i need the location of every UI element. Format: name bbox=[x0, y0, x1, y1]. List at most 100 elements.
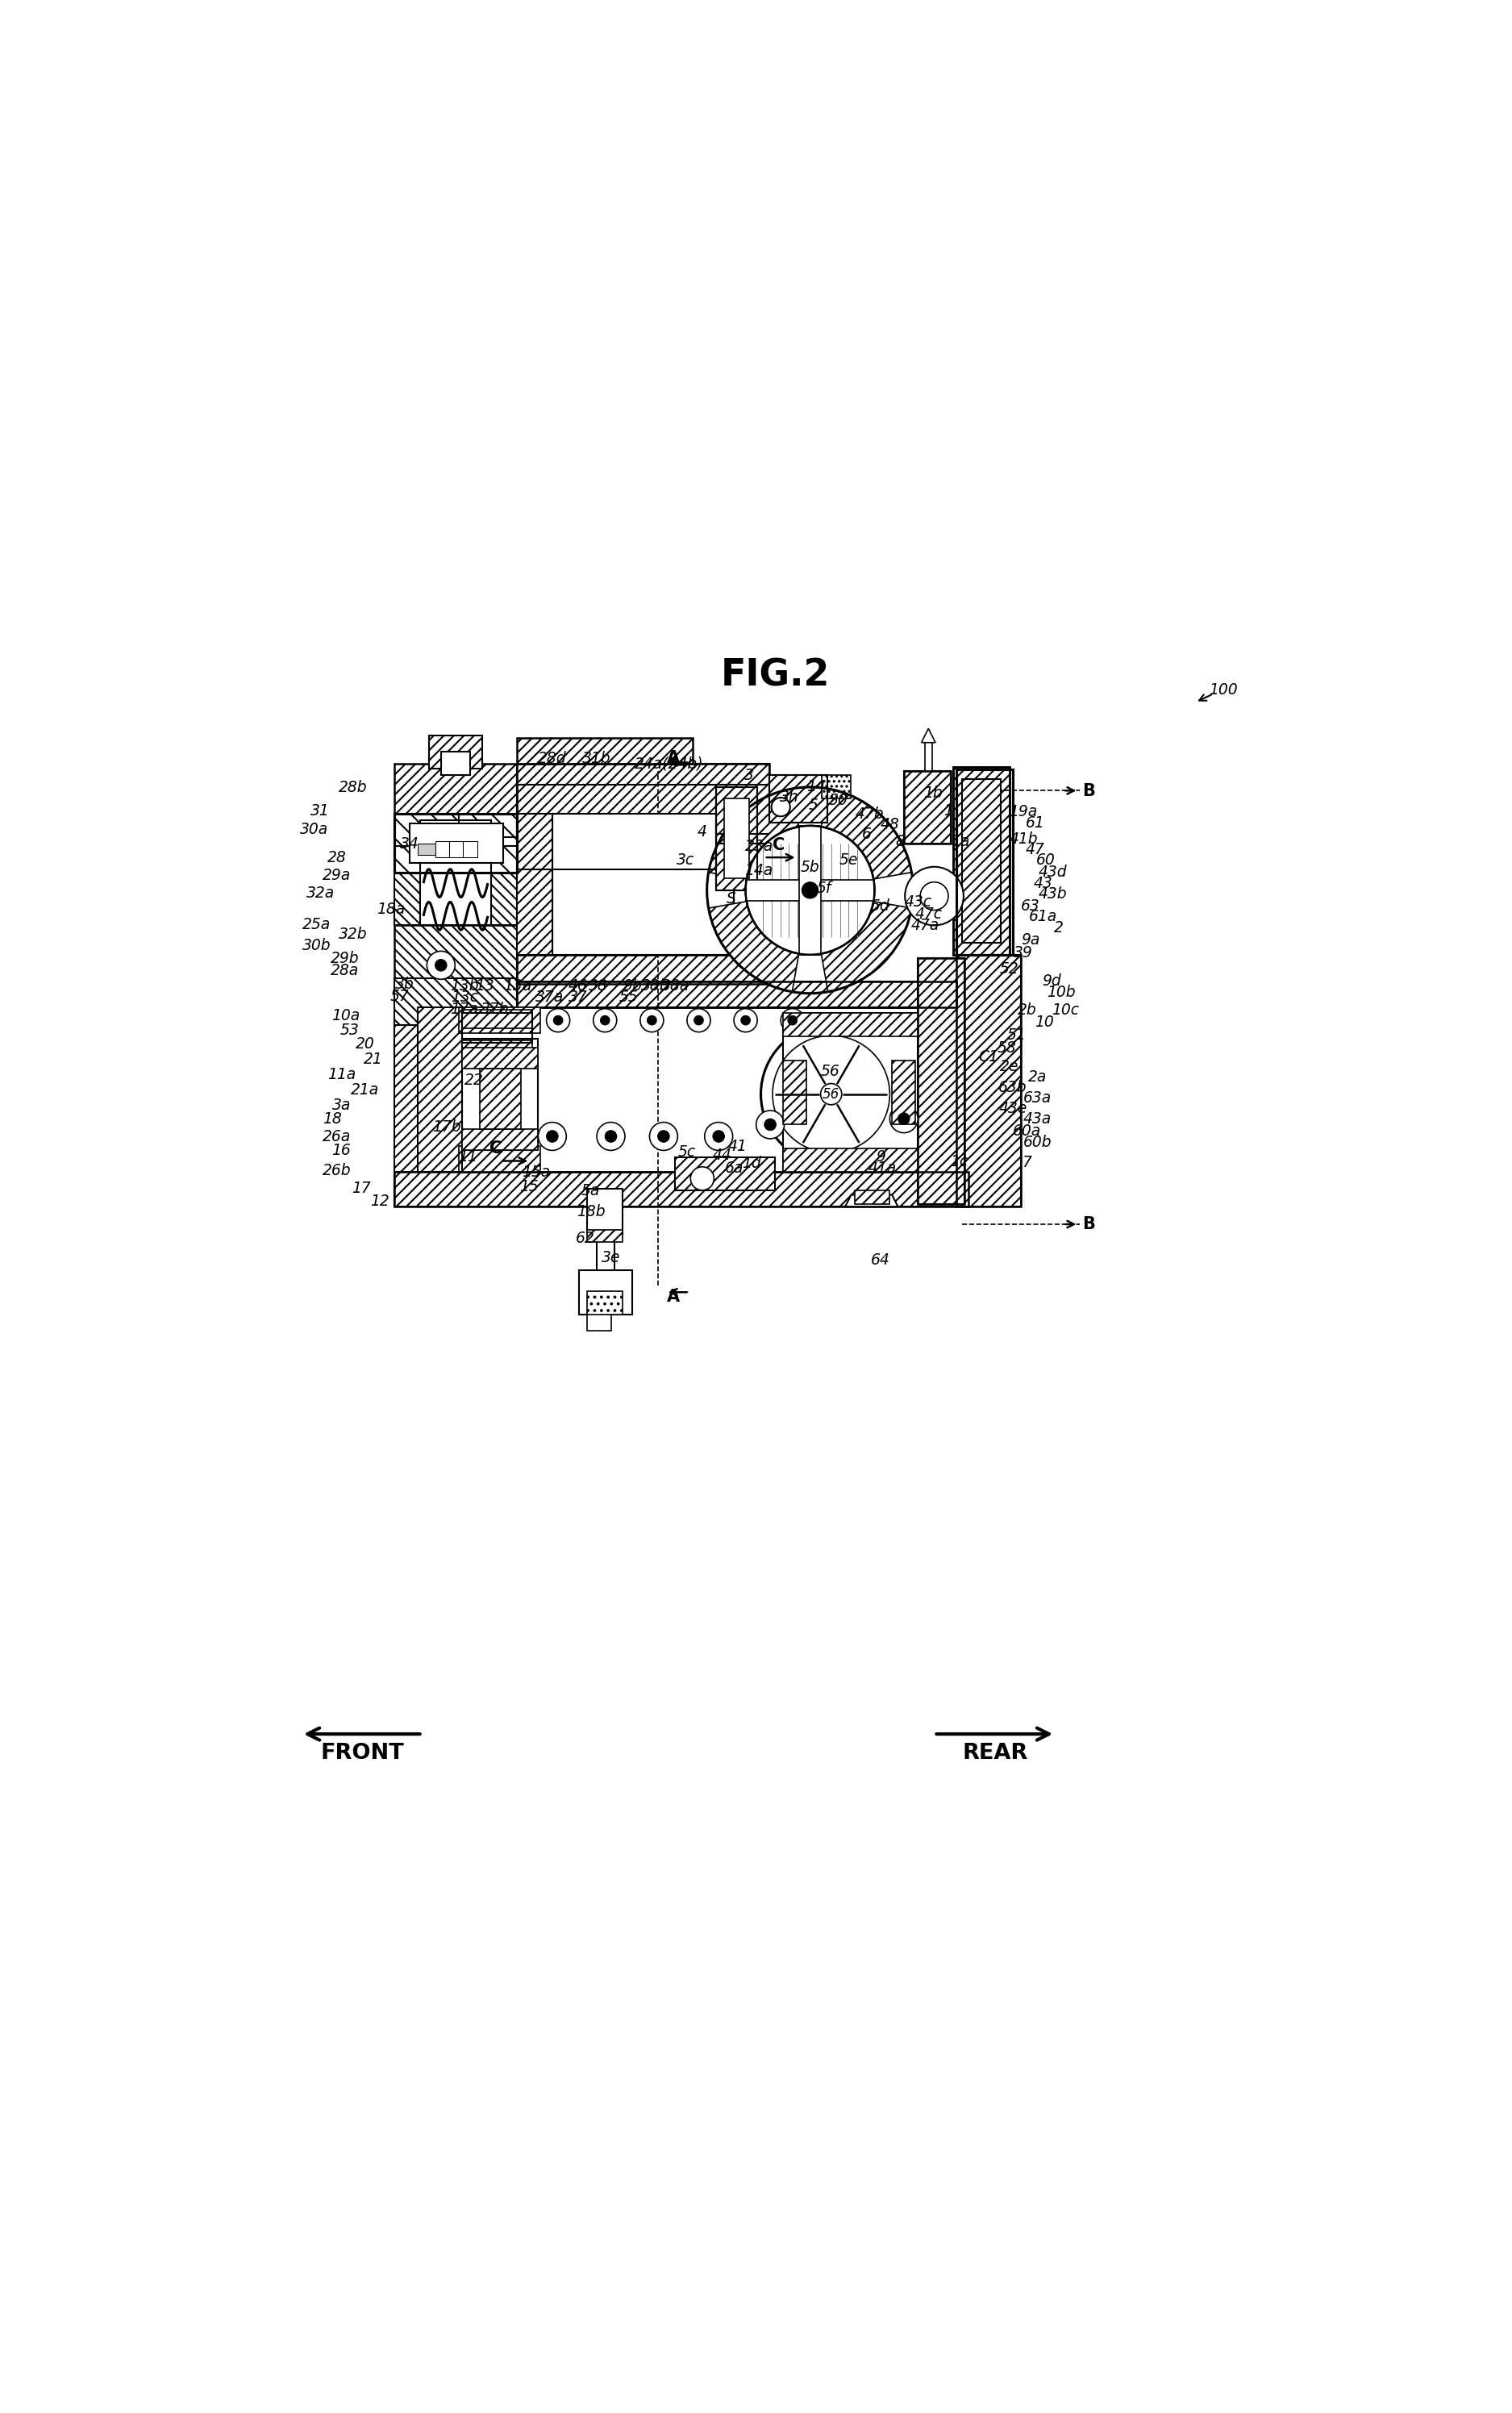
Circle shape bbox=[650, 1122, 677, 1151]
Text: 60b: 60b bbox=[1024, 1134, 1052, 1151]
Text: 38b: 38b bbox=[641, 977, 670, 994]
Bar bbox=[395, 1028, 517, 1054]
Bar bbox=[587, 1291, 623, 1315]
Bar bbox=[745, 881, 874, 900]
Text: 23a: 23a bbox=[745, 837, 774, 854]
Bar bbox=[587, 1190, 623, 1233]
Circle shape bbox=[765, 1120, 776, 1132]
Text: 43d: 43d bbox=[1039, 864, 1067, 878]
Circle shape bbox=[600, 1016, 609, 1026]
Text: FRONT: FRONT bbox=[321, 1742, 404, 1764]
Text: 60a: 60a bbox=[1013, 1122, 1042, 1139]
Circle shape bbox=[906, 866, 963, 927]
Text: 1b: 1b bbox=[924, 787, 942, 801]
Text: 10: 10 bbox=[1034, 1013, 1054, 1030]
Text: 41b: 41b bbox=[1009, 830, 1037, 847]
Text: 31b: 31b bbox=[582, 750, 611, 765]
Text: FIG.2: FIG.2 bbox=[720, 659, 830, 695]
Bar bbox=[770, 775, 827, 823]
Bar bbox=[410, 823, 503, 864]
Bar bbox=[957, 956, 1021, 1206]
Text: 29a: 29a bbox=[322, 869, 351, 883]
Text: 47b: 47b bbox=[856, 806, 885, 823]
Text: 5a: 5a bbox=[582, 1182, 600, 1199]
Bar bbox=[395, 1173, 968, 1206]
Text: 26b: 26b bbox=[322, 1163, 351, 1178]
Bar bbox=[463, 1040, 532, 1052]
Text: 43b: 43b bbox=[1039, 886, 1067, 902]
Text: 38: 38 bbox=[588, 977, 608, 994]
Circle shape bbox=[691, 1168, 714, 1190]
Wedge shape bbox=[709, 900, 800, 992]
Circle shape bbox=[921, 883, 948, 910]
Circle shape bbox=[745, 825, 874, 956]
Text: 9a: 9a bbox=[1021, 931, 1040, 948]
Bar bbox=[395, 820, 420, 927]
Bar bbox=[395, 1173, 968, 1206]
Bar bbox=[892, 1059, 916, 1124]
Circle shape bbox=[546, 1009, 570, 1033]
Text: 17a: 17a bbox=[451, 1001, 479, 1016]
Bar bbox=[517, 982, 957, 1009]
Circle shape bbox=[898, 1112, 910, 1124]
Bar bbox=[953, 767, 1010, 956]
Text: 31: 31 bbox=[310, 804, 330, 818]
Circle shape bbox=[889, 1105, 918, 1134]
Wedge shape bbox=[820, 900, 912, 992]
Text: 3a: 3a bbox=[333, 1098, 351, 1112]
Text: 57: 57 bbox=[390, 989, 410, 1004]
Text: 100: 100 bbox=[1208, 683, 1237, 697]
Bar bbox=[783, 1059, 806, 1124]
Text: 2e: 2e bbox=[999, 1059, 1019, 1074]
Bar bbox=[458, 1146, 541, 1173]
Text: S: S bbox=[727, 890, 736, 907]
Bar bbox=[517, 765, 770, 813]
Bar bbox=[417, 845, 464, 854]
Circle shape bbox=[712, 1132, 724, 1141]
Bar bbox=[517, 784, 770, 813]
Text: 56: 56 bbox=[821, 1064, 839, 1079]
Bar bbox=[420, 820, 491, 927]
Bar bbox=[442, 753, 470, 775]
Bar bbox=[963, 779, 1001, 943]
Text: 13c: 13c bbox=[451, 989, 478, 1004]
Bar bbox=[463, 842, 478, 857]
Bar bbox=[491, 820, 517, 927]
Bar bbox=[517, 956, 770, 985]
Text: 6a: 6a bbox=[724, 1161, 744, 1175]
Text: 28a: 28a bbox=[331, 963, 358, 977]
Bar bbox=[587, 1231, 623, 1243]
Bar bbox=[676, 1158, 776, 1190]
Bar bbox=[395, 765, 517, 820]
Text: 43a: 43a bbox=[1024, 1112, 1052, 1127]
Text: 11: 11 bbox=[458, 1149, 478, 1163]
Text: 21a: 21a bbox=[351, 1081, 380, 1098]
Text: 43: 43 bbox=[1034, 876, 1052, 890]
Bar bbox=[676, 1158, 776, 1190]
Bar bbox=[417, 1009, 463, 1173]
Text: 32a: 32a bbox=[305, 886, 334, 900]
Circle shape bbox=[686, 1009, 711, 1033]
Bar bbox=[463, 1040, 538, 1151]
Text: 14a: 14a bbox=[744, 864, 773, 878]
Circle shape bbox=[733, 1009, 758, 1033]
Text: 56: 56 bbox=[823, 1088, 839, 1103]
Bar bbox=[517, 956, 770, 985]
Text: 2b: 2b bbox=[1018, 1001, 1036, 1018]
Bar bbox=[458, 1009, 541, 1033]
Bar bbox=[552, 813, 733, 956]
Bar bbox=[957, 956, 1021, 1206]
Text: 55: 55 bbox=[618, 989, 638, 1004]
Circle shape bbox=[801, 883, 818, 898]
Text: 13a: 13a bbox=[503, 977, 531, 994]
Text: 29b: 29b bbox=[331, 951, 360, 965]
Bar bbox=[395, 813, 517, 874]
Bar bbox=[770, 775, 827, 823]
Text: 1a: 1a bbox=[951, 832, 969, 849]
Text: 15a: 15a bbox=[522, 1163, 550, 1180]
Bar bbox=[918, 958, 965, 1204]
Text: 60: 60 bbox=[1036, 852, 1055, 869]
Text: A: A bbox=[667, 750, 680, 767]
Bar bbox=[823, 775, 851, 799]
Text: 1c: 1c bbox=[950, 1153, 968, 1168]
